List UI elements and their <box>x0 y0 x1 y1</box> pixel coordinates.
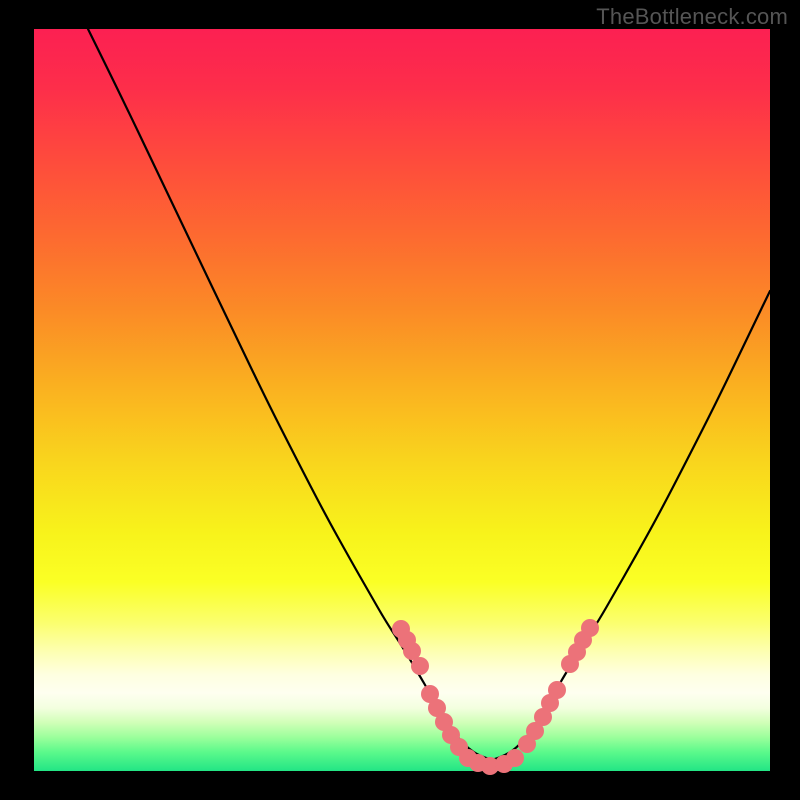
marker-dot <box>581 619 599 637</box>
bottleneck-chart <box>0 0 800 800</box>
marker-dot <box>411 657 429 675</box>
chart-stage: TheBottleneck.com <box>0 0 800 800</box>
marker-dot <box>506 749 524 767</box>
watermark-text: TheBottleneck.com <box>596 4 788 30</box>
plot-area <box>34 29 770 771</box>
marker-dot <box>548 681 566 699</box>
